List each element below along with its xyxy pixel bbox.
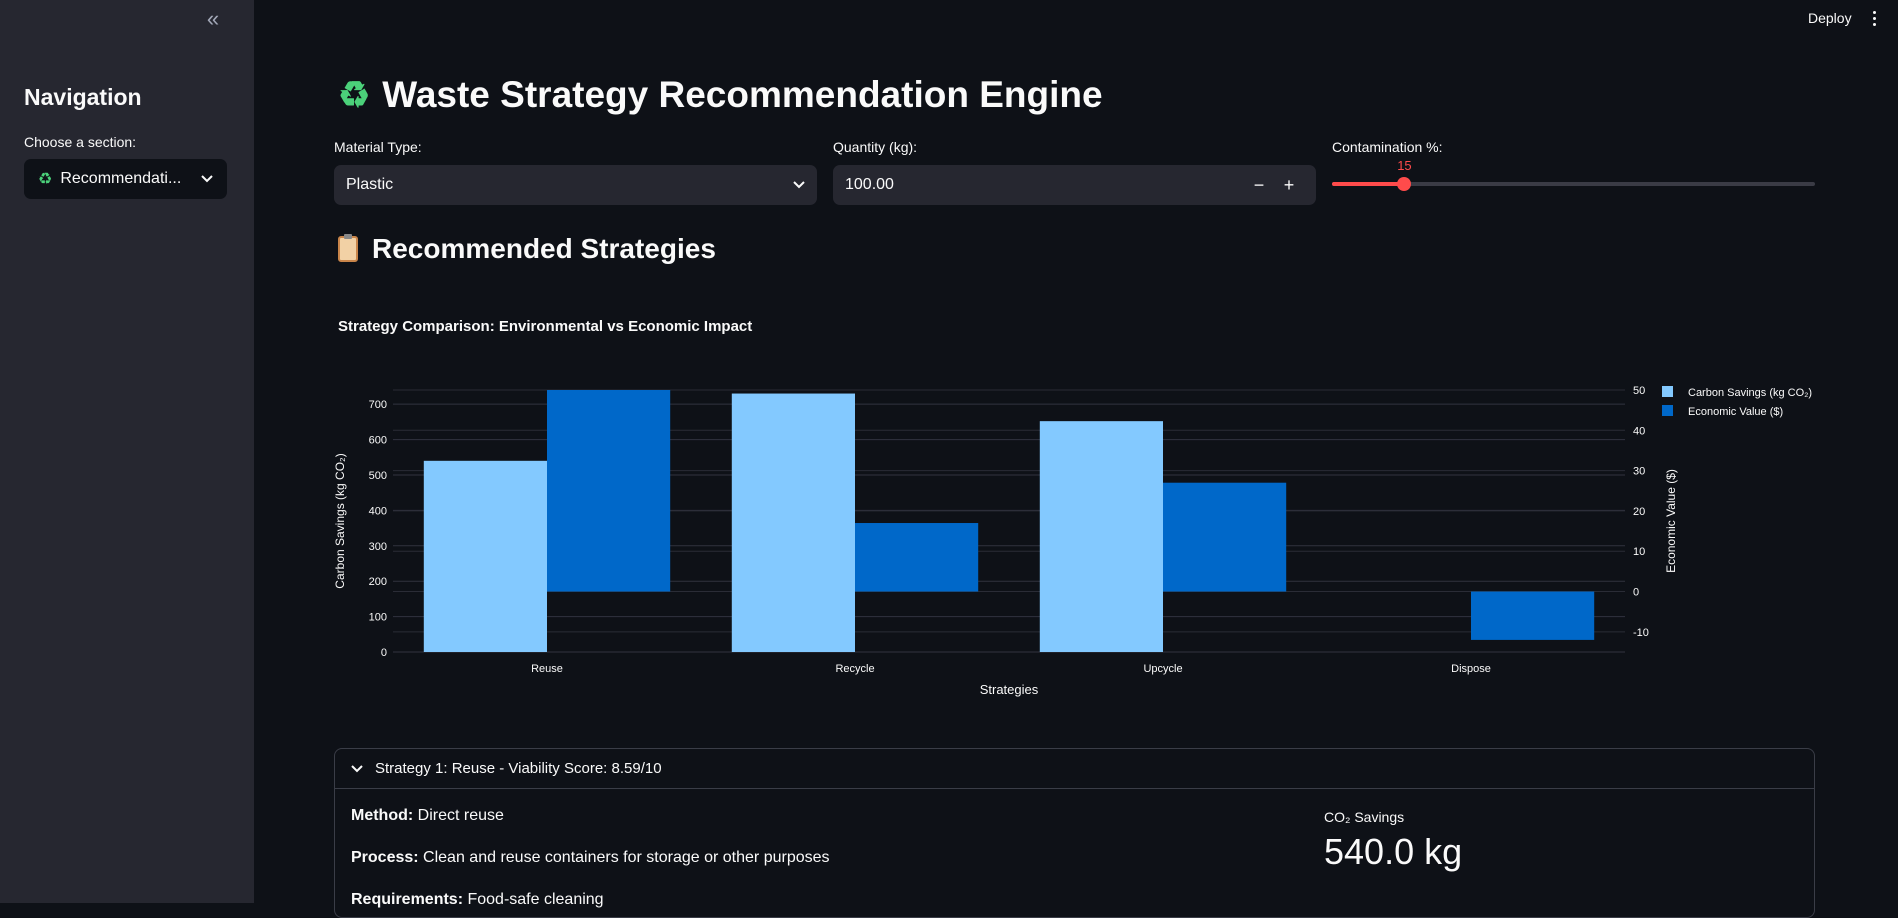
bar-economic-dispose: [1471, 591, 1595, 640]
bar-economic-reuse: [547, 390, 671, 592]
material-type-select[interactable]: Plastic: [334, 165, 817, 205]
y-tick-label: 400: [369, 505, 387, 517]
requirements-value: Food-safe cleaning: [467, 891, 604, 908]
legend-label: Carbon Savings (kg CO₂): [1688, 387, 1812, 399]
chevron-down-icon: [793, 176, 805, 194]
sidebar: « Navigation Choose a section: ♻ Recomme…: [0, 0, 254, 903]
quantity-input[interactable]: 100.00: [845, 176, 894, 193]
y2-tick-label: 10: [1633, 546, 1645, 558]
x-axis-label: Strategies: [980, 682, 1039, 697]
x-tick-label: Dispose: [1451, 663, 1491, 675]
sidebar-title: Navigation: [24, 84, 142, 110]
process-line: Process: Clean and reuse containers for …: [351, 849, 830, 867]
legend-label: Economic Value ($): [1688, 406, 1783, 418]
requirements-label: Requirements:: [351, 891, 464, 908]
recycle-icon: ♻: [38, 171, 53, 188]
page-title-text: Waste Strategy Recommendation Engine: [382, 74, 1103, 115]
bar-carbon-upcycle: [1039, 421, 1163, 652]
y2-tick-label: 20: [1633, 506, 1645, 518]
co2-savings-label: CO₂ Savings: [1324, 809, 1405, 825]
slider-thumb[interactable]: [1397, 177, 1412, 191]
y-tick-label: 300: [369, 541, 387, 553]
strategy-chart: 0 100 200 300 400 500 600 700 -10 0 10 20 30 40 50 Reus…: [333, 385, 1812, 697]
co2-savings-value: 540.0 kg: [1324, 831, 1463, 872]
more-menu-icon[interactable]: [1868, 8, 1880, 32]
requirements-line: Requirements: Food-safe cleaning: [351, 891, 604, 909]
y-tick-label: 100: [369, 612, 387, 624]
quantity-stepper[interactable]: 100.00 − +: [833, 165, 1316, 205]
y2-tick-label: 30: [1633, 466, 1645, 478]
y2-tick-label: 0: [1633, 587, 1639, 599]
bar-economic-recycle: [855, 523, 979, 592]
contamination-slider[interactable]: [1332, 177, 1815, 191]
y2-tick-label: 40: [1633, 425, 1645, 437]
y-tick-label: 500: [369, 470, 387, 482]
slider-fill: [1332, 182, 1405, 186]
bar-carbon-recycle: [731, 393, 855, 652]
y-tick-label: 200: [369, 576, 387, 588]
bar-carbon-reuse: [423, 460, 547, 652]
expander-header[interactable]: Strategy 1: Reuse - Viability Score: 8.5…: [335, 749, 1814, 789]
chart-title: Strategy Comparison: Environmental vs Ec…: [338, 318, 753, 335]
process-label: Process:: [351, 849, 419, 866]
section-title-text: Recommended Strategies: [372, 233, 716, 264]
decrement-button[interactable]: −: [1253, 174, 1265, 195]
method-line: Method: Direct reuse: [351, 807, 504, 825]
y-tick-label: 700: [369, 399, 387, 411]
increment-button[interactable]: +: [1283, 174, 1295, 195]
clipboard-icon: [338, 234, 358, 262]
strategy-expander: Strategy 1: Reuse - Viability Score: 8.5…: [334, 748, 1815, 918]
bar-economic-upcycle: [1163, 482, 1287, 592]
x-tick-label: Reuse: [531, 663, 563, 675]
legend-swatch: [1662, 386, 1673, 397]
x-tick-label: Upcycle: [1143, 663, 1182, 675]
section-title: Recommended Strategies: [338, 233, 716, 265]
chevron-down-icon: [351, 762, 363, 776]
method-label: Method:: [351, 807, 414, 824]
material-type-value: Plastic: [346, 176, 394, 193]
expander-title: Strategy 1: Reuse - Viability Score: 8.5…: [375, 760, 662, 777]
page-title: ♻ Waste Strategy Recommendation Engine: [338, 74, 1103, 116]
y2-tick-label: -10: [1633, 627, 1649, 639]
contamination-label: Contamination %:: [1332, 139, 1443, 155]
y-tick-label: 600: [369, 435, 387, 447]
deploy-button[interactable]: Deploy: [1808, 10, 1852, 26]
quantity-label: Quantity (kg):: [833, 139, 918, 155]
collapse-sidebar-button[interactable]: «: [206, 6, 220, 31]
x-tick-label: Recycle: [835, 663, 874, 675]
method-value: Direct reuse: [417, 807, 504, 824]
y2-axis-label: Economic Value ($): [1664, 469, 1678, 573]
y2-tick-label: 50: [1633, 385, 1645, 397]
y-tick-label: 0: [381, 647, 387, 659]
material-type-label: Material Type:: [334, 139, 422, 155]
recycle-icon: ♻: [338, 74, 371, 115]
y-axis-label: Carbon Savings (kg CO₂): [333, 453, 347, 588]
section-select-label: Choose a section:: [24, 134, 137, 150]
process-value: Clean and reuse containers for storage o…: [423, 849, 830, 866]
legend-swatch: [1662, 405, 1673, 416]
section-select[interactable]: ♻ Recommendati...: [24, 159, 227, 199]
chevron-down-icon: [201, 170, 213, 188]
section-select-value: Recommendati...: [60, 170, 182, 187]
contamination-slider-value: 15: [1397, 158, 1412, 173]
